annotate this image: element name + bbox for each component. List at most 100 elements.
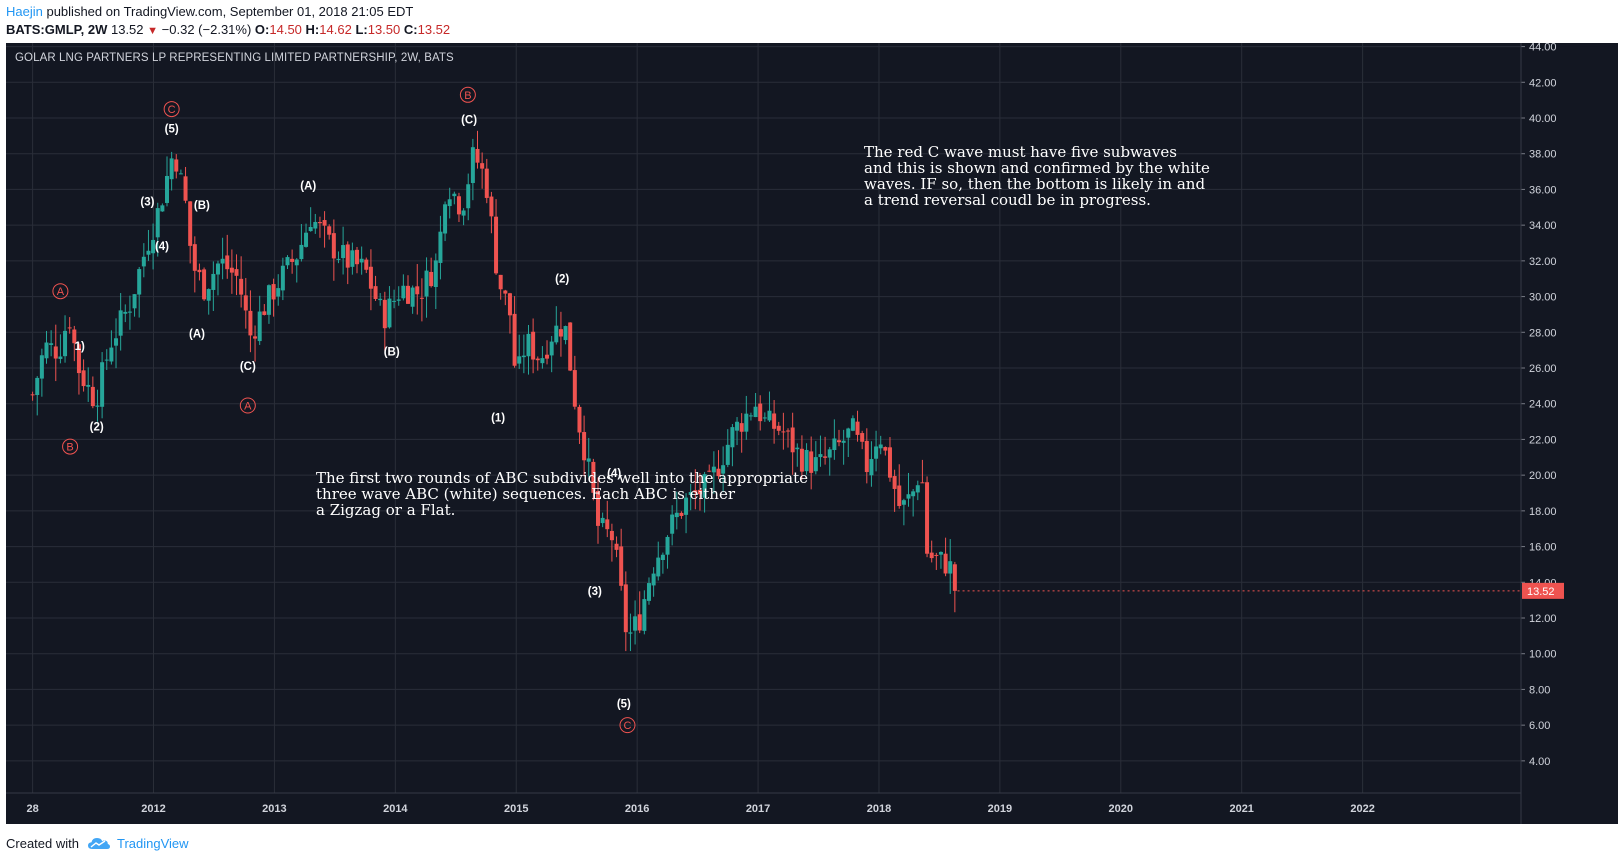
chart-title: GOLAR LNG PARTNERS LP REPRESENTING LIMIT… (15, 52, 454, 64)
candle-body (178, 173, 183, 175)
candle-body (512, 313, 517, 366)
candle-body (290, 258, 295, 262)
candle-body (697, 489, 702, 495)
candle-body (63, 330, 68, 357)
wave-label-red: C (168, 104, 176, 116)
candle-body (804, 449, 809, 472)
candle-body (572, 370, 577, 407)
last-price-tag-label: 13.52 (1527, 586, 1555, 598)
candle-body (952, 564, 957, 591)
candle-body (836, 440, 841, 443)
time-tick-label: 2020 (1109, 803, 1133, 815)
time-tick-label: 2016 (625, 803, 649, 815)
candle-body (776, 425, 781, 431)
candle-body (90, 386, 95, 407)
annotation-abc-note[interactable]: The first two rounds of ABC subdivides w… (316, 469, 809, 519)
candle-body (809, 451, 814, 473)
wave-label-white: (4) (155, 241, 169, 253)
candle-body (901, 500, 906, 505)
candle-body (294, 259, 299, 266)
candle-body (44, 342, 49, 359)
wave-label-red-circle (239, 397, 256, 414)
candle-body (582, 432, 587, 461)
price-chart[interactable]: 4.006.008.0010.0012.0014.0016.0018.0020.… (6, 43, 1618, 824)
candle-body (600, 517, 605, 524)
candle-body (146, 250, 151, 255)
candle-body (127, 311, 132, 313)
candle-body (76, 344, 81, 374)
candle-body (341, 245, 346, 259)
last-price: 13.52 (110, 22, 144, 37)
candle-body (299, 244, 304, 260)
author-link[interactable]: Haejin (6, 4, 43, 19)
price-tick-label: 8.00 (1529, 684, 1550, 696)
candle-body (679, 512, 684, 516)
candle-body (827, 449, 832, 458)
price-tick-label: 20.00 (1529, 470, 1557, 482)
candle-body (554, 325, 559, 343)
candle-body (452, 193, 457, 197)
candle-body (489, 196, 494, 217)
candle-body (772, 413, 777, 429)
candle-body (684, 497, 689, 515)
candle-body (322, 220, 327, 226)
candle-body (104, 359, 109, 361)
candle-body (883, 447, 888, 451)
chart-background (6, 43, 1618, 824)
candle-body (855, 421, 860, 435)
candle-body (401, 285, 406, 299)
candle-body (415, 286, 420, 295)
wave-label-red: B (464, 90, 471, 102)
candle-body (730, 427, 735, 448)
candle-body (818, 454, 823, 458)
time-tick-label: 28 (26, 803, 38, 815)
time-tick-label: 2015 (504, 803, 528, 815)
low-label: L: (355, 22, 368, 37)
wave-label-white: (5) (617, 698, 631, 710)
candle-body (220, 258, 225, 264)
candle-body (577, 406, 582, 433)
candle-body (619, 546, 624, 586)
candle-body (355, 249, 360, 265)
candle-body (707, 470, 712, 472)
candle-body (549, 341, 554, 356)
candle-body (609, 530, 614, 541)
candle-body (164, 175, 169, 203)
candle-body (266, 285, 271, 315)
candle-body (285, 257, 290, 266)
candle-body (628, 632, 633, 634)
time-tick-label: 2014 (383, 803, 408, 815)
candle-body (813, 457, 818, 472)
candle-body (651, 573, 656, 586)
wave-label-white: (B) (194, 200, 210, 212)
candle-body (30, 394, 35, 396)
candle-body (211, 273, 216, 290)
candle-body (605, 519, 610, 530)
wave-label-white: (A) (189, 329, 205, 341)
candle-body (396, 299, 401, 301)
candle-body (364, 259, 369, 270)
wave-label-white: 1) (75, 341, 85, 353)
candle-body (716, 468, 721, 477)
chart-area[interactable]: 4.006.008.0010.0012.0014.0016.0018.0020.… (6, 43, 1618, 824)
candle-body (864, 440, 869, 473)
candle-body (368, 266, 373, 289)
candles (30, 130, 957, 652)
candle-body (313, 221, 318, 229)
time-tick-label: 2012 (141, 803, 165, 815)
candle-body (433, 260, 438, 288)
candle-body (461, 210, 466, 216)
candle-body (614, 543, 619, 550)
annotation-c-wave-note[interactable]: The red C wave must have five subwaves a… (864, 143, 1210, 209)
candle-body (887, 447, 892, 478)
candle-body (878, 444, 883, 449)
price-tick-label: 26.00 (1529, 363, 1557, 375)
price-tick-label: 34.00 (1529, 220, 1557, 232)
candle-body (531, 331, 536, 360)
price-change: −0.32 (−2.31%) (161, 22, 252, 37)
candle-body (215, 263, 220, 275)
candle-body (642, 599, 647, 631)
candle-body (725, 444, 730, 465)
tradingview-brand-link[interactable]: TradingView (116, 835, 189, 851)
candle-body (248, 310, 253, 336)
